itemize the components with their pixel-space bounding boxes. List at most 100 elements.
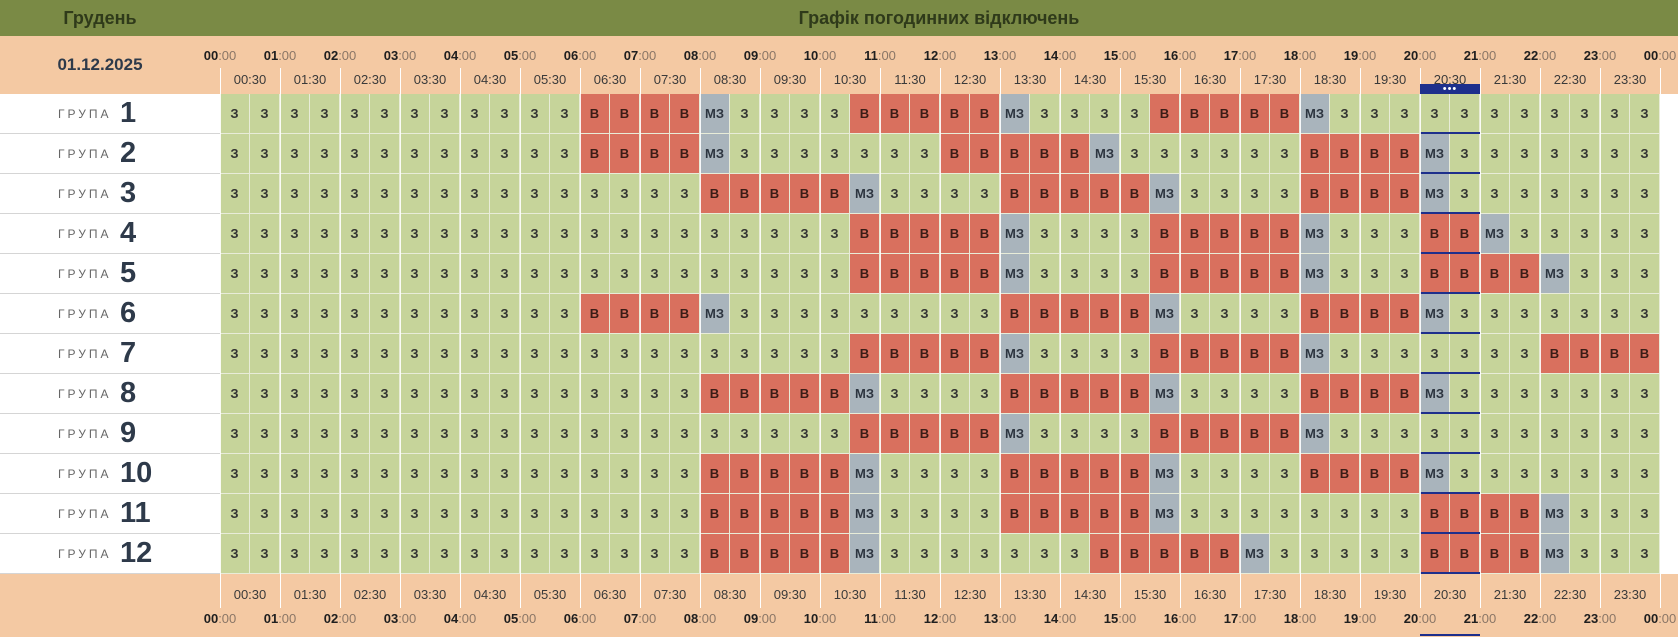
schedule-cell[interactable]: З — [310, 334, 340, 374]
schedule-cell[interactable]: З — [1450, 334, 1480, 374]
schedule-cell[interactable]: З — [340, 294, 370, 334]
schedule-cell[interactable]: З — [1570, 214, 1600, 254]
schedule-cell[interactable]: З — [670, 374, 700, 414]
schedule-cell[interactable]: З — [550, 334, 580, 374]
schedule-cell[interactable]: МЗ — [1540, 494, 1570, 534]
schedule-cell[interactable]: В — [670, 134, 700, 174]
schedule-cell[interactable]: В — [1300, 294, 1330, 334]
schedule-cell[interactable]: МЗ — [700, 94, 730, 134]
schedule-cell[interactable]: В — [1270, 94, 1300, 134]
schedule-cell[interactable]: З — [1600, 254, 1630, 294]
schedule-cell[interactable]: З — [1150, 134, 1180, 174]
schedule-cell[interactable]: В — [940, 94, 970, 134]
schedule-cell[interactable]: З — [430, 174, 460, 214]
schedule-cell[interactable]: З — [1570, 254, 1600, 294]
schedule-cell[interactable]: В — [1510, 534, 1540, 574]
schedule-cell[interactable]: В — [1420, 214, 1450, 254]
schedule-cell[interactable]: В — [640, 134, 670, 174]
schedule-cell[interactable]: З — [250, 94, 280, 134]
schedule-cell[interactable]: З — [1120, 254, 1150, 294]
schedule-cell[interactable]: В — [1330, 374, 1360, 414]
schedule-cell[interactable]: З — [1360, 254, 1390, 294]
schedule-cell[interactable]: З — [1180, 174, 1210, 214]
schedule-cell[interactable]: З — [1330, 494, 1360, 534]
schedule-cell[interactable]: В — [820, 174, 850, 214]
schedule-cell[interactable]: З — [1270, 294, 1300, 334]
schedule-cell[interactable]: В — [1000, 374, 1030, 414]
schedule-cell[interactable]: З — [400, 134, 430, 174]
schedule-cell[interactable]: З — [880, 294, 910, 334]
schedule-cell[interactable]: З — [730, 254, 760, 294]
schedule-cell[interactable]: З — [370, 134, 400, 174]
schedule-cell[interactable]: В — [640, 294, 670, 334]
schedule-cell[interactable]: З — [880, 534, 910, 574]
schedule-cell[interactable]: В — [1510, 494, 1540, 534]
schedule-cell[interactable]: В — [1210, 214, 1240, 254]
schedule-cell[interactable]: З — [910, 494, 940, 534]
schedule-cell[interactable]: З — [1240, 294, 1270, 334]
schedule-cell[interactable]: З — [820, 214, 850, 254]
schedule-cell[interactable]: З — [1630, 414, 1660, 454]
schedule-cell[interactable]: З — [1630, 374, 1660, 414]
schedule-cell[interactable]: З — [970, 454, 1000, 494]
schedule-cell[interactable]: В — [1240, 334, 1270, 374]
schedule-cell[interactable]: З — [250, 254, 280, 294]
schedule-cell[interactable]: З — [1480, 414, 1510, 454]
schedule-cell[interactable]: З — [1360, 334, 1390, 374]
schedule-cell[interactable]: З — [670, 174, 700, 214]
schedule-cell[interactable]: З — [1270, 494, 1300, 534]
schedule-cell[interactable]: З — [340, 214, 370, 254]
schedule-cell[interactable]: З — [490, 94, 520, 134]
schedule-cell[interactable]: З — [1540, 94, 1570, 134]
schedule-cell[interactable]: В — [970, 254, 1000, 294]
schedule-cell[interactable]: З — [910, 534, 940, 574]
schedule-cell[interactable]: З — [580, 374, 610, 414]
schedule-cell[interactable]: З — [1210, 374, 1240, 414]
schedule-cell[interactable]: З — [910, 374, 940, 414]
schedule-cell[interactable]: З — [880, 374, 910, 414]
schedule-cell[interactable]: В — [1150, 254, 1180, 294]
schedule-cell[interactable]: З — [1270, 174, 1300, 214]
schedule-cell[interactable]: З — [370, 414, 400, 454]
schedule-cell[interactable]: З — [610, 214, 640, 254]
schedule-cell[interactable]: В — [790, 534, 820, 574]
schedule-cell[interactable]: З — [1510, 374, 1540, 414]
schedule-cell[interactable]: З — [1360, 414, 1390, 454]
schedule-cell[interactable]: З — [580, 334, 610, 374]
schedule-cell[interactable]: МЗ — [1480, 214, 1510, 254]
schedule-cell[interactable]: В — [1150, 214, 1180, 254]
schedule-cell[interactable]: З — [1090, 214, 1120, 254]
schedule-cell[interactable]: З — [910, 134, 940, 174]
schedule-cell[interactable]: З — [400, 414, 430, 454]
schedule-cell[interactable]: З — [1510, 454, 1540, 494]
schedule-cell[interactable]: З — [280, 494, 310, 534]
schedule-cell[interactable]: З — [490, 374, 520, 414]
schedule-cell[interactable]: З — [610, 494, 640, 534]
schedule-cell[interactable]: З — [280, 454, 310, 494]
schedule-cell[interactable]: З — [1390, 494, 1420, 534]
schedule-cell[interactable]: В — [1120, 294, 1150, 334]
schedule-cell[interactable]: З — [1570, 494, 1600, 534]
schedule-cell[interactable]: В — [1210, 414, 1240, 454]
schedule-cell[interactable]: З — [670, 494, 700, 534]
schedule-cell[interactable]: З — [1600, 214, 1630, 254]
schedule-cell[interactable]: З — [1330, 414, 1360, 454]
schedule-cell[interactable]: В — [730, 174, 760, 214]
schedule-cell[interactable]: З — [400, 294, 430, 334]
schedule-cell[interactable]: З — [370, 294, 400, 334]
schedule-cell[interactable]: В — [790, 454, 820, 494]
schedule-cell[interactable]: В — [1120, 374, 1150, 414]
schedule-cell[interactable]: З — [1600, 494, 1630, 534]
schedule-cell[interactable]: З — [520, 214, 550, 254]
schedule-cell[interactable]: З — [1330, 254, 1360, 294]
schedule-cell[interactable]: З — [220, 534, 250, 574]
schedule-cell[interactable]: З — [940, 174, 970, 214]
schedule-cell[interactable]: З — [220, 294, 250, 334]
schedule-cell[interactable]: З — [310, 454, 340, 494]
schedule-cell[interactable]: МЗ — [850, 174, 880, 214]
schedule-cell[interactable]: З — [670, 414, 700, 454]
schedule-cell[interactable]: З — [550, 254, 580, 294]
schedule-cell[interactable]: З — [430, 494, 460, 534]
schedule-cell[interactable]: В — [940, 214, 970, 254]
schedule-cell[interactable]: З — [640, 454, 670, 494]
